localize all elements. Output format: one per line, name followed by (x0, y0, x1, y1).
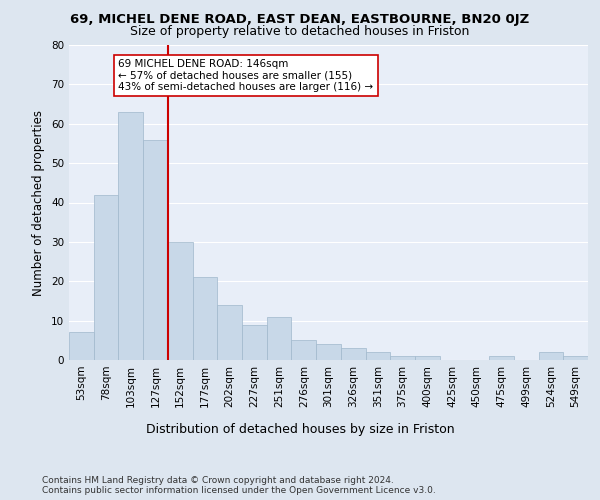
Bar (143, 140, 168, 360)
Text: 69 MICHEL DENE ROAD: 146sqm
← 57% of detached houses are smaller (155)
43% of se: 69 MICHEL DENE ROAD: 146sqm ← 57% of det… (118, 59, 374, 92)
Bar (193, 278, 217, 360)
Bar (267, 316, 292, 360)
Text: Distribution of detached houses by size in Friston: Distribution of detached houses by size … (146, 422, 454, 436)
Y-axis label: Number of detached properties: Number of detached properties (32, 110, 46, 296)
Bar (316, 344, 341, 360)
Text: Size of property relative to detached houses in Friston: Size of property relative to detached ho… (130, 25, 470, 38)
Bar (217, 305, 242, 360)
Bar (168, 242, 193, 360)
Text: 69, MICHEL DENE ROAD, EAST DEAN, EASTBOURNE, BN20 0JZ: 69, MICHEL DENE ROAD, EAST DEAN, EASTBOU… (70, 12, 530, 26)
Bar (365, 352, 390, 360)
Bar (390, 356, 415, 360)
Bar (539, 352, 563, 360)
Text: Contains HM Land Registry data © Crown copyright and database right 2024.
Contai: Contains HM Land Registry data © Crown c… (42, 476, 436, 495)
Bar (242, 324, 267, 360)
Bar (69, 332, 94, 360)
Bar (292, 340, 316, 360)
Bar (415, 356, 440, 360)
Bar (341, 348, 365, 360)
Bar (94, 194, 118, 360)
Bar (563, 356, 588, 360)
Bar (118, 112, 143, 360)
Bar (489, 356, 514, 360)
